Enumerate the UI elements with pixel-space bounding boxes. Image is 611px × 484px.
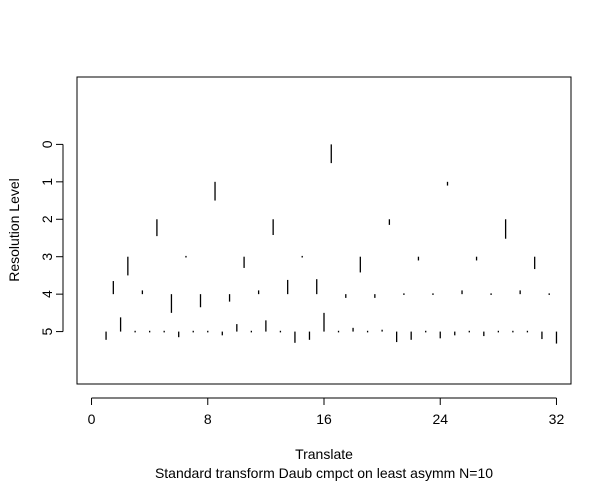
x-tick-label: 32 bbox=[549, 411, 565, 427]
chart-subtitle: Standard transform Daub cmpct on least a… bbox=[155, 465, 493, 481]
y-tick-label: 0 bbox=[39, 140, 55, 148]
x-tick-label: 24 bbox=[432, 411, 448, 427]
y-axis: 0 1 2 3 4 5 bbox=[39, 140, 64, 335]
x-tick-label: 8 bbox=[204, 411, 212, 427]
x-tick-label: 0 bbox=[88, 411, 96, 427]
y-tick-label: 1 bbox=[39, 178, 55, 186]
x-tick-label: 16 bbox=[316, 411, 332, 427]
y-tick-label: 2 bbox=[39, 215, 55, 223]
x-axis-title: Translate bbox=[295, 446, 353, 462]
x-axis: 0 8 16 24 32 bbox=[88, 397, 565, 427]
y-axis-title: Resolution Level bbox=[6, 178, 22, 282]
y-tick-label: 4 bbox=[39, 290, 55, 298]
coefficient-marks bbox=[105, 144, 558, 344]
plot-frame bbox=[76, 76, 572, 385]
y-tick-label: 5 bbox=[39, 327, 55, 335]
y-tick-label: 3 bbox=[39, 253, 55, 261]
